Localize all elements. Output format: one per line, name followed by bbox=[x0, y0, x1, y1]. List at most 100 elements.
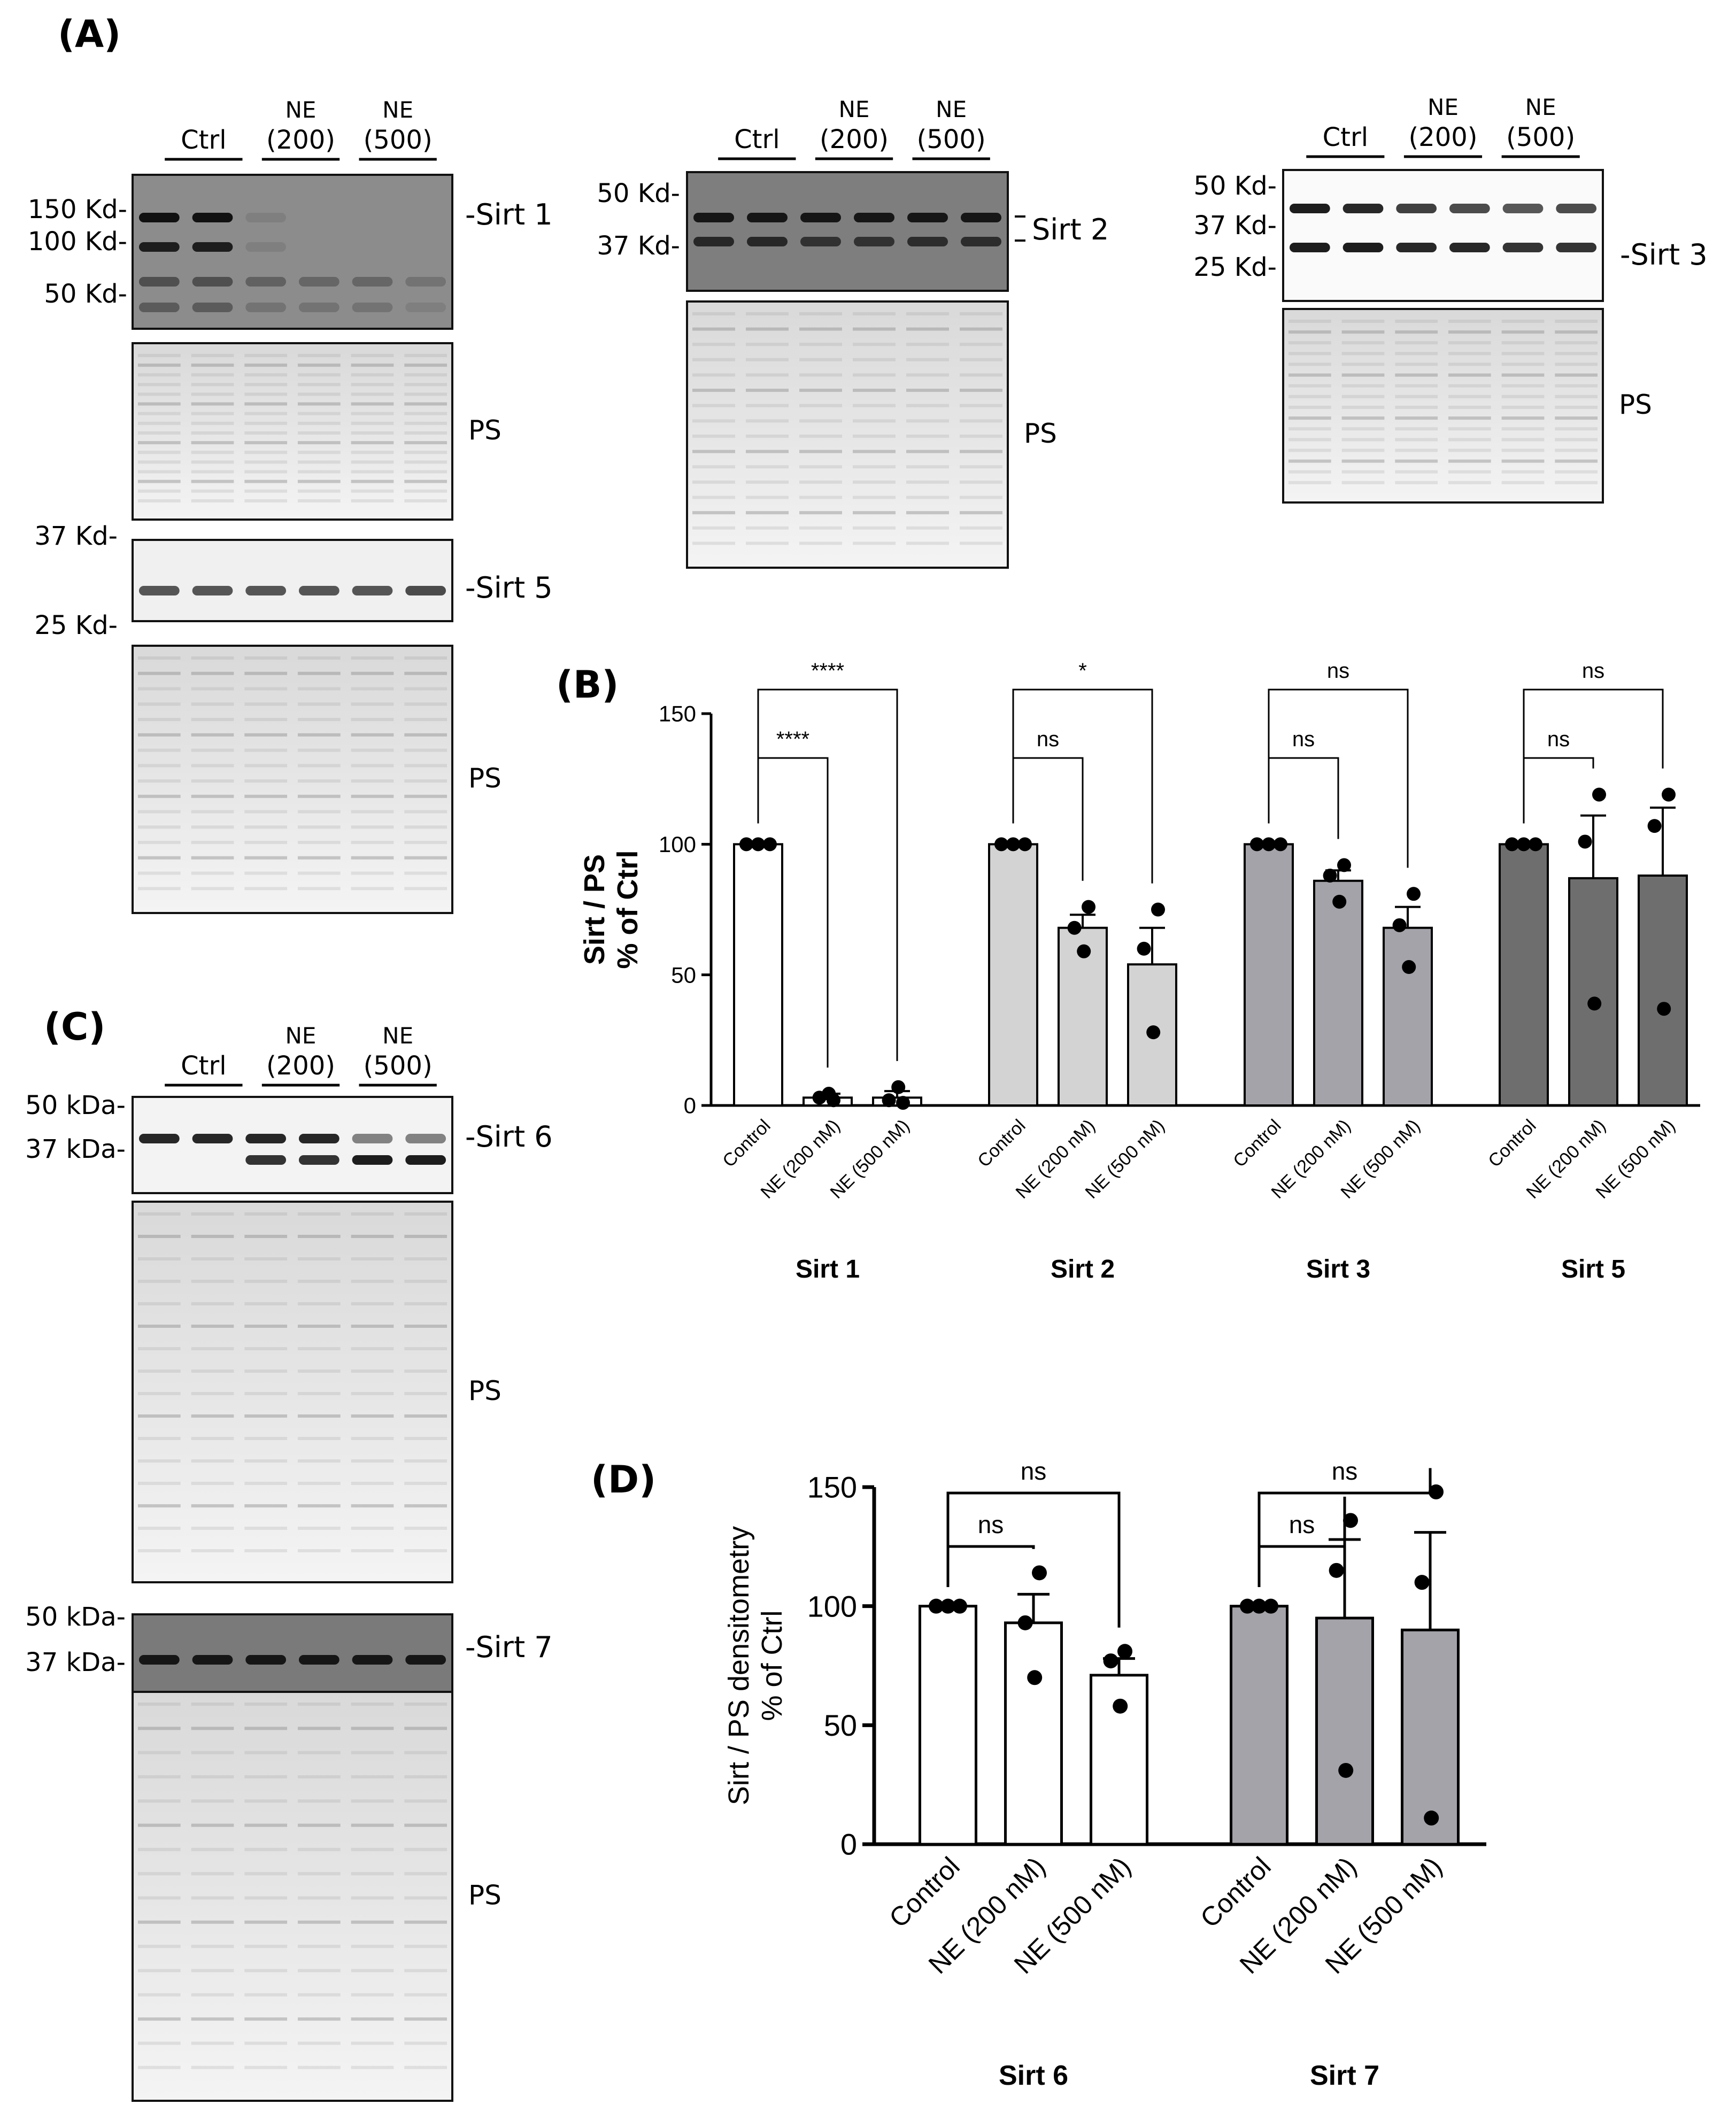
sirt3-marker: 37 Kd- bbox=[1193, 211, 1277, 241]
data-point bbox=[1429, 1484, 1444, 1499]
sirt3-ps-band bbox=[1555, 459, 1598, 463]
data-point bbox=[1137, 941, 1151, 956]
sirt5-ps-band bbox=[404, 794, 447, 798]
sirt2-ps-band bbox=[960, 404, 1002, 407]
sirt2-ps-band bbox=[692, 480, 735, 484]
sirt5-ps-band bbox=[297, 810, 341, 814]
y-axis-label-line: % of Ctrl bbox=[756, 1610, 788, 1721]
sirt3-ps-band bbox=[1288, 416, 1331, 420]
sirt2-ps-band bbox=[960, 373, 1002, 377]
sirt2-ps-band bbox=[960, 389, 1002, 392]
sirt7-ps-band bbox=[244, 1823, 288, 1827]
sirt7-band bbox=[405, 1655, 446, 1665]
sirt1-ps-band bbox=[137, 451, 181, 454]
sirt6-ps-band bbox=[351, 1235, 394, 1238]
sirt2-ps-band bbox=[799, 465, 842, 469]
sirt1-ps-band bbox=[351, 451, 394, 454]
sirt5-ps-band bbox=[137, 687, 181, 691]
sirt1-ps-band bbox=[351, 470, 394, 474]
sirt2-ps-band bbox=[799, 327, 842, 331]
sirt5-ps-band bbox=[191, 825, 234, 829]
sirt3-ps-band bbox=[1395, 352, 1438, 355]
sirt5-ps-band bbox=[351, 871, 394, 875]
sirt5-marker: 25 Kd- bbox=[34, 610, 118, 640]
sirt7-ps-band bbox=[351, 2066, 394, 2069]
sirt5-ps-band bbox=[244, 671, 288, 675]
sirt6-ps-band bbox=[244, 1302, 288, 1305]
sirt2-ps-band bbox=[799, 419, 842, 423]
sirt3-ps-band bbox=[1341, 427, 1385, 431]
sirt5-band bbox=[192, 586, 233, 595]
sirt6-ps-band bbox=[137, 1504, 181, 1507]
sirt7-ps-band bbox=[244, 1872, 288, 1876]
sirt3-ps-band bbox=[1555, 406, 1598, 409]
sirt6-ps-band bbox=[244, 1280, 288, 1283]
panel-label-b: (B) bbox=[556, 663, 619, 707]
sirt5-ps-band bbox=[297, 764, 341, 768]
sirt1-ps-band bbox=[351, 421, 394, 425]
data-point bbox=[1662, 787, 1676, 802]
sirt2-ps-band bbox=[746, 327, 789, 331]
sirt1-lane-ctrl: Ctrl bbox=[181, 125, 226, 155]
sirt3-ps-band bbox=[1395, 362, 1438, 366]
x-tick-label: Control bbox=[1484, 1116, 1540, 1171]
data-point bbox=[1332, 894, 1347, 909]
sirt3-label: -Sirt 3 bbox=[1620, 238, 1708, 272]
sirt3-marker: 50 Kd- bbox=[1193, 171, 1277, 201]
sirt3-ps-band bbox=[1555, 394, 1598, 398]
sirt2-band bbox=[961, 237, 1001, 246]
sirt3-ps-band bbox=[1395, 373, 1438, 377]
sirt5-ps-band bbox=[404, 841, 447, 844]
sirt5-ps-band bbox=[191, 656, 234, 660]
sirt7-ps-band bbox=[137, 1775, 181, 1778]
sirt6-ps-band bbox=[191, 1504, 234, 1507]
data-point bbox=[1578, 834, 1592, 849]
sirt7-ps-band bbox=[137, 1727, 181, 1730]
sirt2-ps-band bbox=[853, 312, 896, 315]
data-point bbox=[994, 837, 1008, 852]
sirt1-marker: 150 Kd- bbox=[28, 195, 127, 225]
group-label: Sirt 6 bbox=[999, 2060, 1068, 2091]
sirt2-ps-band bbox=[692, 542, 735, 545]
sirt2-ps-band bbox=[799, 480, 842, 484]
sirt5-ps-band bbox=[351, 764, 394, 768]
sirt1-band bbox=[298, 303, 340, 312]
sirt7-ps-band bbox=[191, 1727, 234, 1730]
sirt5-ps-band bbox=[137, 779, 181, 783]
sirt2-ps-band bbox=[960, 312, 1002, 315]
sirt1-ps-band bbox=[297, 363, 341, 367]
sirt3-ps-band bbox=[1501, 341, 1545, 345]
sirt2-ps-band bbox=[692, 327, 735, 331]
sirt3-blot bbox=[1282, 169, 1604, 302]
sirt2-ps-band bbox=[692, 419, 735, 423]
data-point bbox=[751, 837, 765, 852]
data-point bbox=[1517, 837, 1531, 852]
sirt1-label: -Sirt 1 bbox=[465, 198, 553, 231]
sirt6-ps-band bbox=[297, 1257, 341, 1260]
data-point bbox=[1587, 996, 1602, 1011]
sirt7-ps-band bbox=[244, 1993, 288, 1997]
sirt7-ps-box bbox=[132, 1691, 453, 2102]
sirt7-ps-band bbox=[297, 1847, 341, 1851]
bar bbox=[919, 1605, 977, 1846]
sirt5-ps-band bbox=[191, 733, 234, 737]
sirt5-ps-band bbox=[244, 841, 288, 844]
sirt5-ps-band bbox=[191, 810, 234, 814]
x-tick-label: Control bbox=[883, 1851, 966, 1933]
sirt2-ps-band bbox=[853, 526, 896, 530]
data-point bbox=[1343, 1513, 1358, 1528]
sirt1-ps-band bbox=[297, 354, 341, 357]
sirt3-ps-band bbox=[1288, 438, 1331, 442]
sirt6-ps-band bbox=[244, 1459, 288, 1463]
sirt2-ps-band bbox=[746, 465, 789, 469]
sirt6-ps-band bbox=[297, 1347, 341, 1350]
sirt1-ps-band bbox=[191, 421, 234, 425]
sirt1-ps-band bbox=[137, 470, 181, 474]
y-axis-label: Sirt / PS densitometry% of Ctrl bbox=[723, 1526, 788, 1805]
sirt5-ps-band bbox=[244, 887, 288, 891]
sirt3-ps-band bbox=[1395, 427, 1438, 431]
sirt7-ps-band bbox=[191, 2017, 234, 2021]
sirt2-ps-band bbox=[906, 542, 949, 545]
sirt3-ps-band bbox=[1341, 341, 1385, 345]
